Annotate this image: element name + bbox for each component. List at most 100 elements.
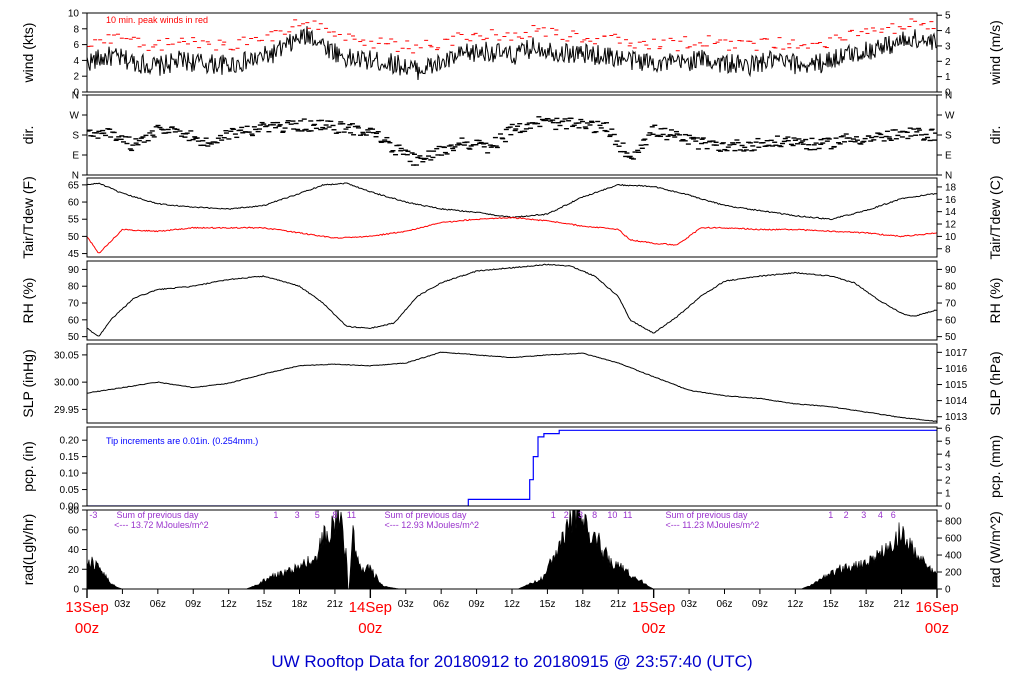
rad-hour-label: 2	[844, 510, 849, 520]
hour-tick-label: 15z	[256, 599, 272, 610]
panel-rh-ylabel-right: RH (%)	[987, 278, 1003, 324]
right-tick-label: N	[945, 91, 952, 102]
hour-tick-label: 09z	[469, 599, 485, 610]
right-tick-label: 800	[945, 517, 962, 528]
panel-rh-frame	[86, 260, 938, 341]
left-tick-label: 45	[68, 249, 80, 260]
rad-hour-label: 11	[347, 510, 356, 520]
rad-hour-label: 3	[861, 510, 866, 520]
day-tick-date: 13Sep	[65, 599, 108, 616]
series-tair-line	[87, 182, 937, 221]
hour-tick-label: 12z	[504, 599, 520, 610]
panel-rh-ylabel-left: RH (%)	[20, 278, 36, 324]
right-tick-label: 5	[945, 437, 951, 448]
right-tick-label: 90	[945, 265, 957, 276]
panel-wind: 0 2 4 6 8 10 0 1 2 3 4 5 wind (kts) wind (m/s) 10 min.…	[20, 9, 1003, 99]
left-tick-label: 30.00	[54, 378, 79, 389]
rad-hour-label: 1	[551, 510, 556, 520]
rad-annotation: -3	[89, 510, 97, 520]
right-tick-label: 1	[945, 72, 951, 83]
right-tick-label: 14	[945, 207, 957, 218]
panel-temp-ylabel-right: Tair/Tdew (C)	[987, 175, 1003, 259]
hour-tick-label: 18z	[575, 599, 591, 610]
left-tick-label: 0.20	[60, 436, 80, 447]
hour-tick-label: 21z	[894, 599, 910, 610]
right-tick-label: 70	[945, 299, 957, 310]
right-tick-label: 2	[945, 476, 951, 487]
hour-tick-label: 06z	[150, 599, 166, 610]
right-tick-label: 0	[945, 585, 951, 596]
right-tick-label: 3	[945, 41, 951, 52]
day-tick-hour: 00z	[925, 620, 949, 637]
panel-dir-ylabel-right: dir.	[987, 126, 1003, 145]
left-tick-label: W	[70, 111, 80, 122]
left-tick-label: N	[72, 171, 79, 182]
left-tick-label: 29.95	[54, 405, 79, 416]
right-tick-label: 1013	[945, 412, 968, 423]
rad-annotation: <--- 13.72 MJoules/m^2	[114, 520, 209, 530]
rad-hour-label: 8	[592, 510, 597, 520]
left-tick-label: S	[72, 131, 79, 142]
series-tdew-line	[87, 216, 937, 254]
right-tick-label: 0	[945, 88, 951, 99]
left-tick-label: 55	[68, 215, 80, 226]
right-tick-label: 80	[945, 282, 957, 293]
rad-hour-label: 11	[623, 510, 632, 520]
right-tick-label: 600	[945, 534, 962, 545]
hour-tick-label: 15z	[539, 599, 555, 610]
right-tick-label: 4	[945, 26, 951, 37]
left-tick-label: 0.00	[60, 502, 80, 513]
series-slp-line	[87, 351, 937, 423]
panel-pcp-annotation: Tip increments are 0.01in. (0.254mm.)	[106, 436, 258, 446]
panel-wind-plot	[87, 18, 937, 81]
rad-hour-label: 1	[273, 510, 278, 520]
left-tick-label: E	[72, 151, 79, 162]
hour-tick-label: 15z	[823, 599, 839, 610]
right-tick-label: 3	[945, 463, 951, 474]
rad-hour-label: 10	[607, 510, 617, 520]
panel-pcp-frame	[86, 426, 938, 507]
panel-dir-plot	[87, 116, 937, 166]
right-tick-label: 5	[945, 11, 951, 22]
rad-annotation: Sum of previous day	[117, 510, 200, 520]
right-tick-label: E	[945, 151, 952, 162]
hour-tick-label: 12z	[221, 599, 237, 610]
panel-wind-ylabel-right: wind (m/s)	[987, 20, 1003, 86]
right-tick-label: S	[945, 131, 952, 142]
day-tick-hour: 00z	[358, 620, 382, 637]
panel-rh-plot	[87, 263, 937, 337]
day-tick-date: 14Sep	[349, 599, 392, 616]
right-tick-label: 18	[945, 182, 957, 193]
rad-hour-label: 8	[332, 510, 337, 520]
day-tick-hour: 00z	[642, 620, 666, 637]
hour-tick-label: 09z	[752, 599, 768, 610]
hour-tick-label: 06z	[716, 599, 732, 610]
time-axis: 03z 06z 09z 12z 15z 18z 21z 03z 06z 09z 12z 15z 18z 2…	[65, 589, 959, 637]
left-tick-label: 70	[68, 299, 80, 310]
left-tick-label: 0	[73, 585, 79, 596]
right-tick-label: 10	[945, 232, 957, 243]
panel-slp-ylabel-right: SLP (hPa)	[987, 351, 1003, 415]
left-tick-label: 0	[73, 88, 79, 99]
rad-hour-label: 5	[315, 510, 320, 520]
rad-hour-label: 6	[891, 510, 896, 520]
right-tick-label: 400	[945, 551, 962, 562]
left-tick-label: 6	[73, 40, 79, 51]
right-tick-label: 16	[945, 195, 957, 206]
chart-footer-title: UW Rooftop Data for 20180912 to 20180915…	[271, 652, 752, 671]
panel-wind-ylabel-left: wind (kts)	[20, 23, 36, 84]
right-tick-label: 2	[945, 57, 951, 68]
panel-temp-plot	[87, 182, 937, 254]
left-tick-label: 0.15	[60, 452, 80, 463]
hour-tick-label: 09z	[185, 599, 201, 610]
left-tick-label: 90	[68, 265, 80, 276]
panel-wind-frame	[86, 12, 938, 93]
panel-rad-ylabel-right: rad (W/m^2)	[987, 511, 1003, 588]
day-tick-date: 16Sep	[915, 599, 958, 616]
hour-tick-label: 18z	[291, 599, 307, 610]
right-tick-label: 200	[945, 568, 962, 579]
hour-tick-label: 03z	[398, 599, 414, 610]
rad-hour-label: 1	[828, 510, 833, 520]
right-tick-label: 1017	[945, 348, 968, 359]
